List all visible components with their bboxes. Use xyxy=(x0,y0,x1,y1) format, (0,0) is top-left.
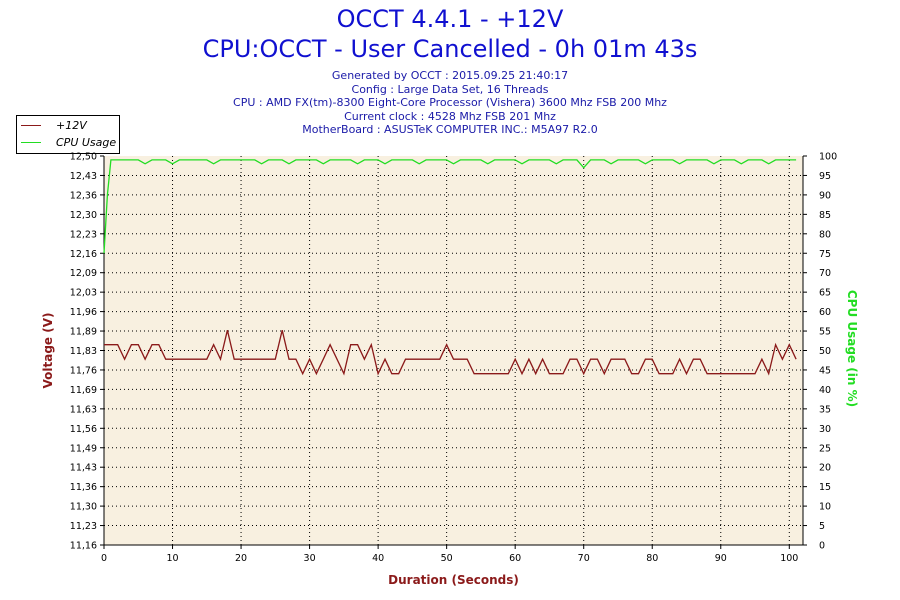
y2-tick-label: 75 xyxy=(819,249,831,260)
y2-tick-label: 65 xyxy=(819,288,831,299)
legend-label-cpu: CPU Usage xyxy=(56,136,117,149)
y-tick-label: 11,23 xyxy=(70,521,97,532)
grid-lines xyxy=(104,156,803,545)
info-clock: Current clock : 4528 Mhz FSB 201 Mhz xyxy=(344,109,556,123)
y2-tick-label: 50 xyxy=(819,346,831,357)
x-tick-label: 80 xyxy=(646,553,658,564)
y-tick-label: 12,36 xyxy=(70,190,97,201)
y-tick-label: 12,30 xyxy=(70,210,97,221)
y-tick-label: 12,43 xyxy=(70,171,97,182)
x-tick-label: 20 xyxy=(235,553,247,564)
x-tick-label: 30 xyxy=(304,553,316,564)
y2-axis-label: CPU Usage (in %) xyxy=(845,290,859,407)
y2-tick-label: 15 xyxy=(819,482,831,493)
axes xyxy=(100,155,807,549)
y-tick-label: 11,56 xyxy=(70,424,97,435)
y-tick-label: 11,89 xyxy=(70,327,97,338)
y2-tick-label: 45 xyxy=(819,365,831,376)
y-tick-label: 11,16 xyxy=(70,541,97,552)
y2-tick-label: 40 xyxy=(819,385,831,396)
y2-tick-label: 70 xyxy=(819,268,831,279)
y-tick-label: 11,76 xyxy=(70,365,97,376)
info-motherboard: MotherBoard : ASUSTeK COMPUTER INC.: M5A… xyxy=(302,123,598,137)
y2-tick-label: 35 xyxy=(819,404,831,415)
y-tick-label: 11,83 xyxy=(70,346,97,357)
legend-swatch-voltage xyxy=(21,125,41,126)
y-tick-label: 11,63 xyxy=(70,404,97,415)
chart-title: OCCT 4.4.1 - +12V xyxy=(336,5,564,33)
y-tick-label: 11,96 xyxy=(70,307,97,318)
info-cpu: CPU : AMD FX(tm)-8300 Eight-Core Process… xyxy=(233,96,667,110)
x-tick-label: 10 xyxy=(166,553,178,564)
x-tick-label: 40 xyxy=(372,553,384,564)
y-tick-label: 11,36 xyxy=(70,482,97,493)
y-tick-label: 11,30 xyxy=(70,502,97,513)
info-generated: Generated by OCCT : 2015.09.25 21:40:17 xyxy=(331,69,569,82)
series-line-cpu-usage xyxy=(103,159,797,254)
y2-tick-label: 90 xyxy=(819,190,831,201)
y-tick-label: 11,49 xyxy=(70,443,97,454)
y2-tick-label: 0 xyxy=(819,541,825,552)
y-axis-label: Voltage (V) xyxy=(41,313,55,389)
y-tick-label: 12,16 xyxy=(70,249,97,260)
x-axis-label: Duration (Seconds) xyxy=(388,573,519,587)
y2-tick-label: 5 xyxy=(819,521,825,532)
legend-label-voltage: +12V xyxy=(56,119,87,132)
y-tick-label: 12,23 xyxy=(70,229,97,240)
y-tick-label: 12,09 xyxy=(70,268,97,279)
chart-legend: +12V CPU Usage xyxy=(16,115,120,154)
y2-tick-label: 55 xyxy=(819,327,831,338)
chart-subtitle: CPU:OCCT - User Cancelled - 0h 01m 43s xyxy=(202,35,698,63)
legend-item-voltage: +12V xyxy=(17,118,119,134)
y2-tick-label: 85 xyxy=(819,210,831,221)
x-tick-label: 90 xyxy=(715,553,727,564)
y2-tick-label: 100 xyxy=(819,152,837,163)
x-tick-label: 50 xyxy=(441,553,453,564)
x-tick-label: 0 xyxy=(101,553,107,564)
y-tick-label: 11,69 xyxy=(70,385,97,396)
y2-tick-label: 30 xyxy=(819,424,831,435)
y2-tick-label: 10 xyxy=(819,502,831,513)
info-config: Config : Large Data Set, 16 Threads xyxy=(351,82,549,96)
y2-tick-label: 80 xyxy=(819,229,831,240)
y2-tick-label: 95 xyxy=(819,171,831,182)
y2-tick-label: 25 xyxy=(819,443,831,454)
y-tick-label: 11,43 xyxy=(70,463,97,474)
x-tick-label: 70 xyxy=(578,553,590,564)
y2-tick-label: 20 xyxy=(819,463,831,474)
x-tick-label: 100 xyxy=(780,553,798,564)
series-line-voltage xyxy=(104,330,797,376)
x-tick-label: 60 xyxy=(509,553,521,564)
y-tick-label: 12,03 xyxy=(70,288,97,299)
legend-swatch-cpu xyxy=(21,142,41,143)
legend-item-cpu: CPU Usage xyxy=(17,135,119,151)
y2-tick-label: 60 xyxy=(819,307,831,318)
y-tick-label: 12,50 xyxy=(70,152,97,163)
